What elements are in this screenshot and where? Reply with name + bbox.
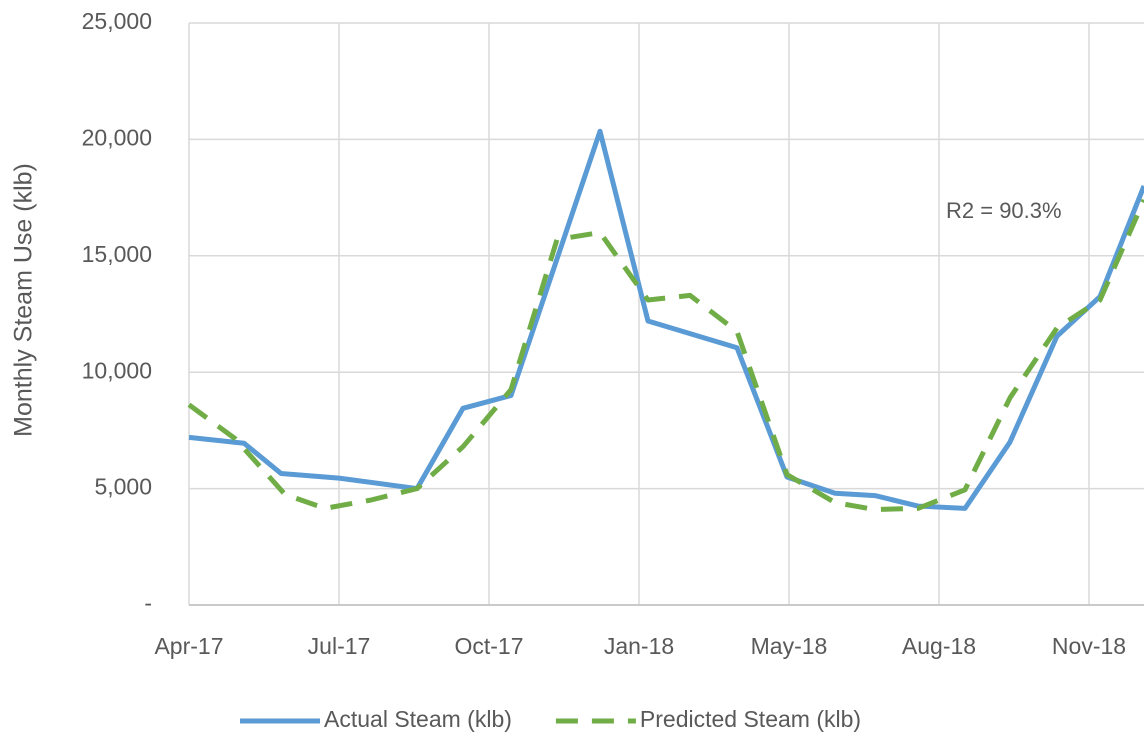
series-line bbox=[187, 198, 1144, 513]
y-tick-label: 15,000 bbox=[82, 241, 152, 267]
x-tick-label: May-18 bbox=[751, 633, 828, 659]
x-tick-label: Oct-17 bbox=[454, 633, 523, 659]
y-tick-label: 20,000 bbox=[82, 124, 152, 150]
series-line bbox=[188, 128, 1144, 511]
y-tick-label: 10,000 bbox=[82, 357, 152, 383]
x-tick-label: Aug-18 bbox=[902, 633, 976, 659]
legend-label: Predicted Steam (klb) bbox=[640, 706, 861, 732]
x-tick-label: Apr-17 bbox=[154, 633, 223, 659]
x-tick-label: Jan-18 bbox=[604, 633, 674, 659]
y-tick-label: - bbox=[144, 590, 152, 616]
x-tick-label: Nov-18 bbox=[1052, 633, 1126, 659]
y-axis-label: Monthly Steam Use (klb) bbox=[10, 163, 38, 437]
y-tick-label: 5,000 bbox=[94, 474, 152, 500]
x-tick-label: Jul-17 bbox=[308, 633, 371, 659]
y-tick-label: 25,000 bbox=[82, 8, 152, 34]
annotation: R2 = 90.3% bbox=[946, 198, 1062, 223]
legend-label: Actual Steam (klb) bbox=[324, 706, 512, 732]
